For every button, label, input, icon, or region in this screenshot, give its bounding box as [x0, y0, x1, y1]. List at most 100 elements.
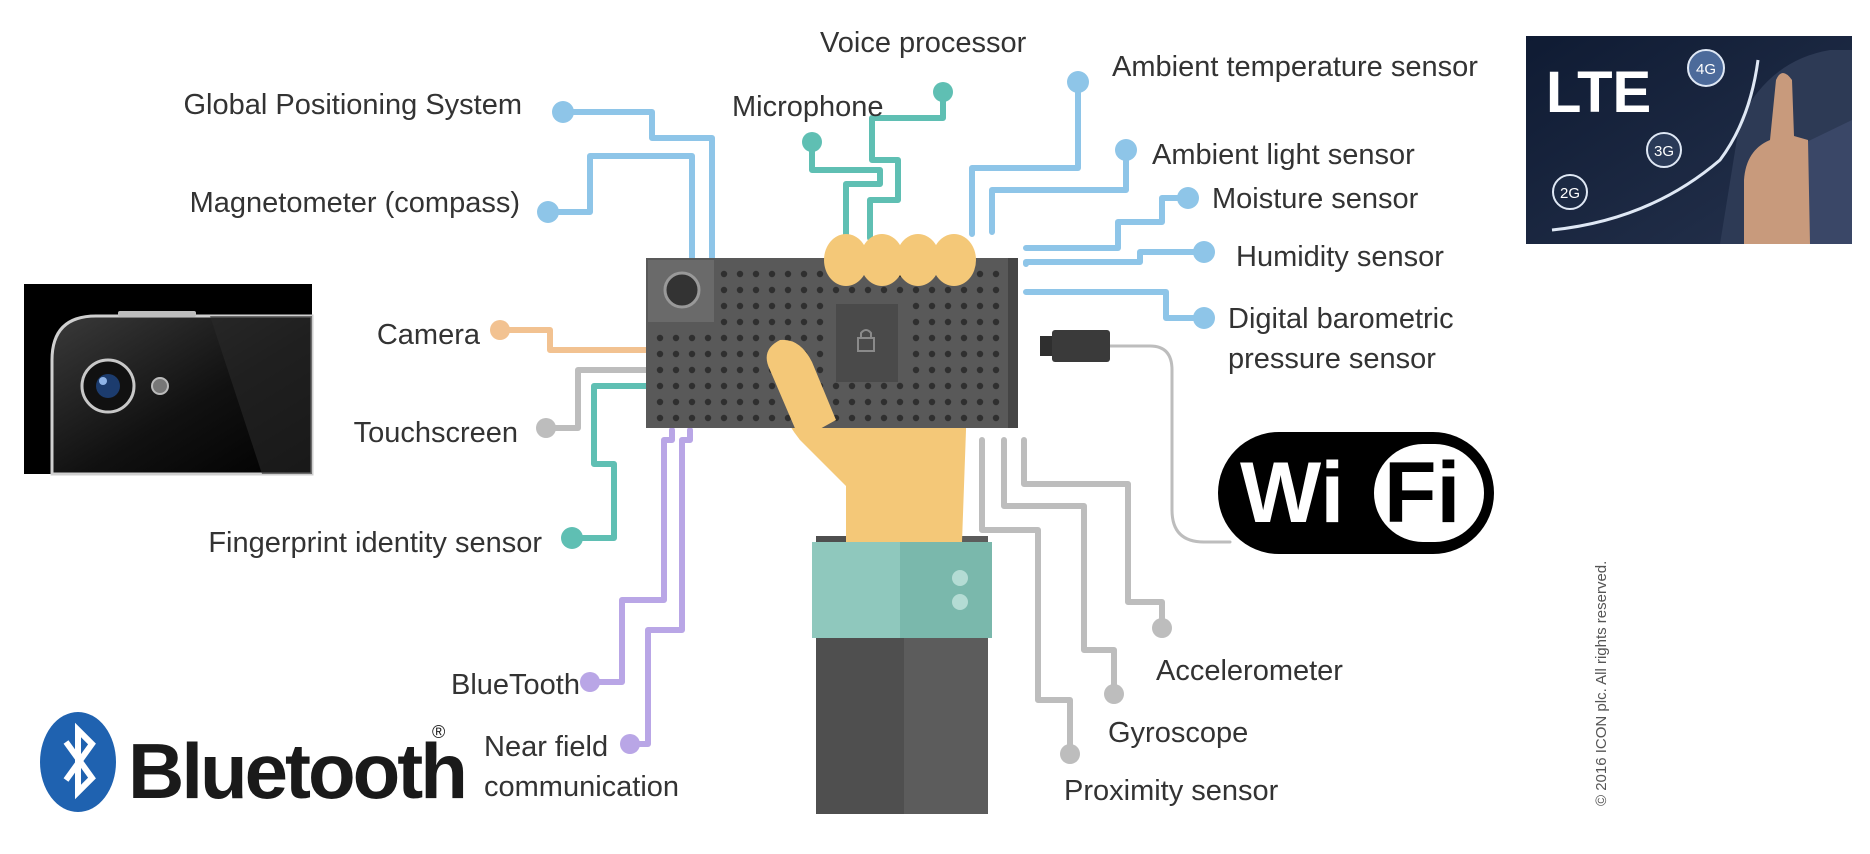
phone-grid-dot	[992, 414, 1000, 422]
phone-grid-dot	[768, 270, 776, 278]
phone-grid-dot	[928, 414, 936, 422]
phone-grid-dot	[800, 318, 808, 326]
phone-grid-dot	[816, 286, 824, 294]
accelerometer-wire	[1021, 437, 1165, 631]
finger	[932, 234, 976, 286]
phone-grid-dot	[832, 398, 840, 406]
phone-grid-dot	[848, 286, 856, 294]
phone-grid-dot	[880, 398, 888, 406]
finger	[824, 234, 868, 286]
phone-grid-dot	[800, 302, 808, 310]
phone-grid-dot	[816, 302, 824, 310]
phone-grid-dot	[864, 398, 872, 406]
fingerprint-dot	[561, 527, 583, 549]
moisture-dot	[1177, 187, 1199, 209]
phone-grid-dot	[928, 350, 936, 358]
phone-grid-dot	[704, 366, 712, 374]
magnetometer-wire	[545, 153, 695, 261]
phone-grid-dot	[720, 398, 728, 406]
phone-grid-dot	[688, 366, 696, 374]
phone-grid-dot	[928, 382, 936, 390]
phone-grid-dot	[928, 366, 936, 374]
phone-grid-dot	[960, 398, 968, 406]
phone-grid-dot	[960, 350, 968, 358]
phone-grid-dot	[976, 334, 984, 342]
cuff-button	[952, 594, 968, 610]
finger	[860, 234, 904, 286]
bluetooth-registered: ®	[432, 722, 445, 742]
phone-grid-dot	[912, 302, 920, 310]
phone-grid-dot	[944, 350, 952, 358]
barometric-wire	[1023, 289, 1207, 321]
lte-growth-curve	[1551, 59, 1760, 232]
bluetooth-dot	[580, 672, 600, 692]
photo-flash	[151, 377, 169, 395]
barometric-dot	[1193, 307, 1215, 329]
lte-4g-text: 4G	[1696, 61, 1716, 78]
phone-grid-dot	[784, 318, 792, 326]
wifi-logo: Wi Fi	[1218, 432, 1494, 554]
phone-grid-dot	[832, 286, 840, 294]
fingerprint-pad	[836, 304, 898, 382]
phone-grid-dot	[912, 414, 920, 422]
hand-fingers	[766, 234, 976, 440]
label-bluetooth: BlueTooth	[451, 669, 580, 701]
phone-grid-dot	[912, 398, 920, 406]
phone-illustration	[646, 258, 1018, 428]
magnetometer-dot	[537, 201, 559, 223]
phone-grid-dot	[848, 382, 856, 390]
finger	[896, 234, 940, 286]
phone-grid-dot	[944, 398, 952, 406]
phone-grid-dot	[784, 286, 792, 294]
phone-grid-dot	[928, 302, 936, 310]
label-touchscreen: Touchscreen	[354, 417, 518, 449]
phone-grid-dot	[672, 414, 680, 422]
phone-grid-dot	[688, 414, 696, 422]
lte-3g-text: 3G	[1654, 143, 1674, 160]
humidity-dot	[1193, 241, 1215, 263]
phone-grid-dot	[960, 286, 968, 294]
phone-grid-dot	[944, 334, 952, 342]
phone-grid-dot	[736, 302, 744, 310]
phone-grid-dot	[912, 382, 920, 390]
phone-grid-dot	[960, 382, 968, 390]
phone-grid-dot	[976, 350, 984, 358]
phone-grid-dot	[768, 414, 776, 422]
phone-grid-dot	[992, 270, 1000, 278]
phone-grid-dot	[720, 414, 728, 422]
phone-grid-dot	[960, 334, 968, 342]
phone-grid-dot	[720, 318, 728, 326]
phone-grid-dot	[816, 334, 824, 342]
phone-grid-dot	[736, 318, 744, 326]
phone-grid-dot	[768, 398, 776, 406]
phone-camera-lens	[663, 271, 701, 309]
phone-grid-dot	[704, 334, 712, 342]
phone-grid-dot	[912, 366, 920, 374]
touchscreen-dot	[536, 418, 556, 438]
phone-grid-dot	[864, 382, 872, 390]
phone-grid-dot	[736, 286, 744, 294]
phone-grid-dot	[848, 398, 856, 406]
lte-pointing-hand	[1744, 73, 1810, 244]
lte-badge-4g	[1687, 49, 1725, 87]
phone-grid-dot	[656, 382, 664, 390]
phone-grid-dot	[896, 414, 904, 422]
camera-wire	[497, 327, 649, 353]
usb-plug	[1040, 330, 1110, 362]
touchscreen-wire	[543, 367, 649, 431]
gps-wire	[557, 109, 715, 261]
phone-grid-dot	[992, 382, 1000, 390]
phone-grid-dot	[832, 382, 840, 390]
lte-badge-3g	[1646, 132, 1682, 168]
proximity-dot	[1060, 744, 1080, 764]
phone-grid-dot	[976, 398, 984, 406]
ambient-light-wire	[989, 147, 1129, 235]
phone-grid-dot	[720, 286, 728, 294]
phone-grid-dot	[960, 366, 968, 374]
phone-grid-dot	[976, 270, 984, 278]
phone-grid-dot	[896, 286, 904, 294]
phone-grid-dot	[720, 334, 728, 342]
phone-grid-dot	[960, 302, 968, 310]
bluetooth-logo: Bluetooth ®	[40, 712, 468, 815]
